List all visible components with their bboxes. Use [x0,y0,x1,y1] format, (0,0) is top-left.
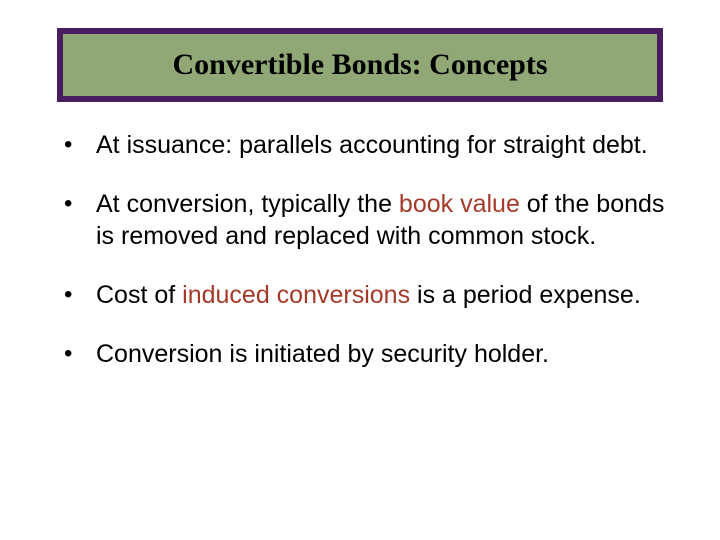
bullet-item: Cost of induced conversions is a period … [64,280,680,311]
bullet-text-highlight: induced conversions [182,281,410,309]
bullet-list: At issuance: parallels accounting for st… [40,130,680,370]
bullet-text-pre: Cost of [96,281,182,309]
slide-title: Convertible Bonds: Concepts [83,48,637,82]
bullet-text-pre: At conversion, typically the [96,190,399,218]
bullet-item: At issuance: parallels accounting for st… [64,130,680,161]
bullet-item: Conversion is initiated by security hold… [64,339,680,370]
slide-container: Convertible Bonds: Concepts At issuance:… [0,0,720,540]
bullet-text-highlight: book value [399,190,520,218]
title-box: Convertible Bonds: Concepts [57,28,663,102]
bullet-text-pre: Conversion is initiated by security hold… [96,340,549,368]
bullet-text-pre: At issuance: parallels accounting for st… [96,131,648,159]
bullet-item: At conversion, typically the book value … [64,189,680,252]
bullet-text-post: is a period expense. [410,281,641,309]
